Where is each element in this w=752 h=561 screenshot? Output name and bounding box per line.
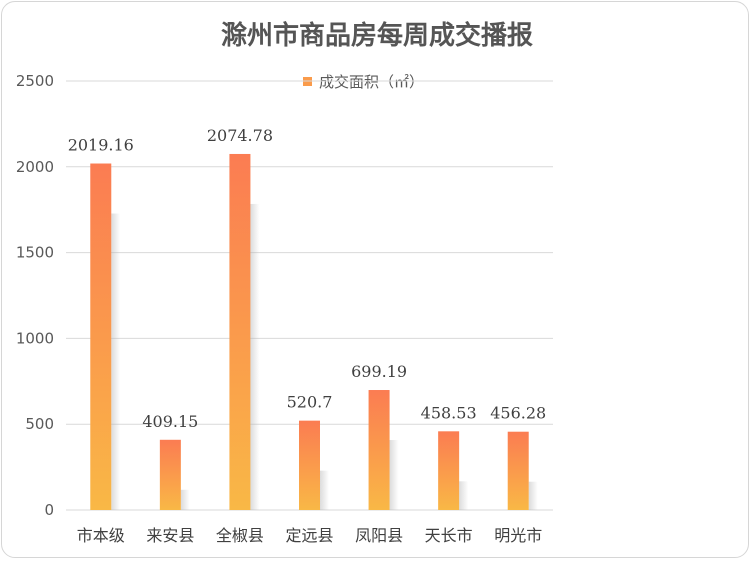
y-tick-label: 2500 — [16, 72, 54, 90]
y-tick-label: 1000 — [16, 329, 54, 347]
x-tick-label: 全椒县 — [216, 526, 264, 545]
x-tick-label: 天长市 — [425, 526, 473, 545]
y-tick-label: 2000 — [16, 158, 54, 176]
bars — [90, 153, 538, 510]
legend: 成交面积（㎡） — [303, 73, 424, 91]
x-tick-label: 市本级 — [77, 526, 125, 545]
data-labels: 2019.16 409.15 2074.78 520.7 699.19 458.53 456… — [68, 126, 547, 431]
legend-label: 成交面积（㎡） — [319, 73, 424, 91]
x-axis-ticks: 市本级 来安县 全椒县 定远县 凤阳县 天长市 明光市 — [77, 526, 542, 545]
bar-shadow — [459, 481, 469, 510]
data-label: 2074.78 — [207, 126, 273, 145]
bar — [438, 431, 460, 510]
bar — [507, 431, 529, 510]
x-tick-label: 明光市 — [494, 526, 542, 545]
data-label: 699.19 — [351, 362, 407, 381]
bar — [229, 153, 251, 510]
x-tick-label: 凤阳县 — [355, 526, 403, 545]
y-tick-label: 0 — [44, 501, 54, 519]
bar-shadow — [528, 481, 538, 510]
bar — [368, 390, 390, 510]
bar-shadow — [111, 213, 121, 510]
data-label: 520.7 — [287, 393, 333, 412]
bar-shadow — [180, 489, 190, 510]
bar — [159, 439, 181, 510]
bar-shadow — [320, 470, 329, 510]
chart-title: 滁州市商品房每周成交播报 — [221, 20, 533, 51]
data-label: 2019.16 — [68, 136, 134, 155]
data-label: 456.28 — [490, 404, 546, 423]
data-label: 409.15 — [142, 412, 198, 431]
y-axis-ticks: 0 500 1000 1500 2000 2500 — [16, 72, 54, 519]
y-tick-label: 500 — [25, 415, 54, 433]
bar-shadow — [389, 440, 399, 510]
data-label: 458.53 — [421, 403, 477, 422]
x-tick-label: 定远县 — [285, 526, 333, 545]
y-tick-label: 1500 — [16, 244, 54, 262]
bar-shadow — [250, 203, 260, 510]
bar — [90, 163, 112, 510]
x-tick-label: 来安县 — [146, 526, 194, 545]
bar — [299, 420, 320, 510]
